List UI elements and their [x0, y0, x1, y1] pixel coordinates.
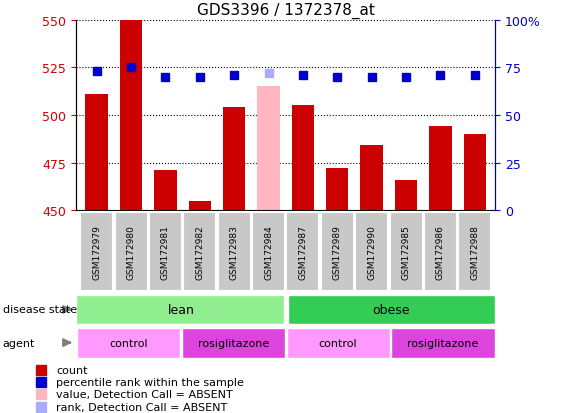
Bar [390, 212, 423, 292]
Text: rank, Detection Call = ABSENT: rank, Detection Call = ABSENT [56, 402, 227, 412]
Text: GSM172980: GSM172980 [127, 225, 136, 279]
Bar [154, 171, 177, 211]
Text: rosiglitazone: rosiglitazone [408, 338, 479, 348]
Bar [287, 328, 390, 358]
Text: obese: obese [372, 303, 409, 316]
Bar [218, 212, 251, 292]
Text: GSM172985: GSM172985 [401, 225, 410, 279]
Bar [77, 328, 180, 358]
Text: GSM172983: GSM172983 [230, 225, 239, 279]
Bar [424, 212, 457, 292]
Text: rosiglitazone: rosiglitazone [198, 338, 269, 348]
Bar [184, 212, 216, 292]
Bar [80, 212, 113, 292]
Text: GSM172986: GSM172986 [436, 225, 445, 279]
Bar [76, 295, 284, 325]
Bar [288, 295, 495, 325]
Bar [120, 21, 142, 211]
Text: GSM172981: GSM172981 [161, 225, 170, 279]
Bar [321, 212, 354, 292]
Bar [429, 127, 452, 211]
Text: count: count [56, 365, 87, 375]
Text: disease state: disease state [3, 305, 77, 315]
Bar [326, 169, 348, 211]
Text: GSM172984: GSM172984 [264, 225, 273, 279]
Text: percentile rank within the sample: percentile rank within the sample [56, 377, 244, 387]
Bar [464, 135, 486, 211]
Bar [252, 212, 285, 292]
Bar [395, 180, 417, 211]
Bar [182, 328, 285, 358]
Bar [391, 328, 495, 358]
Bar [360, 146, 383, 211]
Bar [223, 108, 245, 211]
Text: GSM172982: GSM172982 [195, 225, 204, 279]
Text: agent: agent [3, 338, 35, 348]
Bar [114, 212, 148, 292]
Text: GSM172989: GSM172989 [333, 225, 342, 279]
Text: GSM172988: GSM172988 [470, 225, 479, 279]
Text: lean: lean [167, 303, 194, 316]
Bar [292, 106, 314, 211]
Text: GSM172990: GSM172990 [367, 225, 376, 279]
Text: GSM172987: GSM172987 [298, 225, 307, 279]
Text: GSM172979: GSM172979 [92, 225, 101, 279]
Text: control: control [109, 338, 148, 348]
Bar [287, 212, 319, 292]
Text: control: control [319, 338, 358, 348]
Bar [149, 212, 182, 292]
Bar [189, 201, 211, 211]
Title: GDS3396 / 1372378_at: GDS3396 / 1372378_at [197, 3, 374, 19]
Bar [355, 212, 388, 292]
Text: value, Detection Call = ABSENT: value, Detection Call = ABSENT [56, 389, 233, 399]
Bar [257, 87, 280, 211]
Bar [86, 95, 108, 211]
Bar [458, 212, 491, 292]
